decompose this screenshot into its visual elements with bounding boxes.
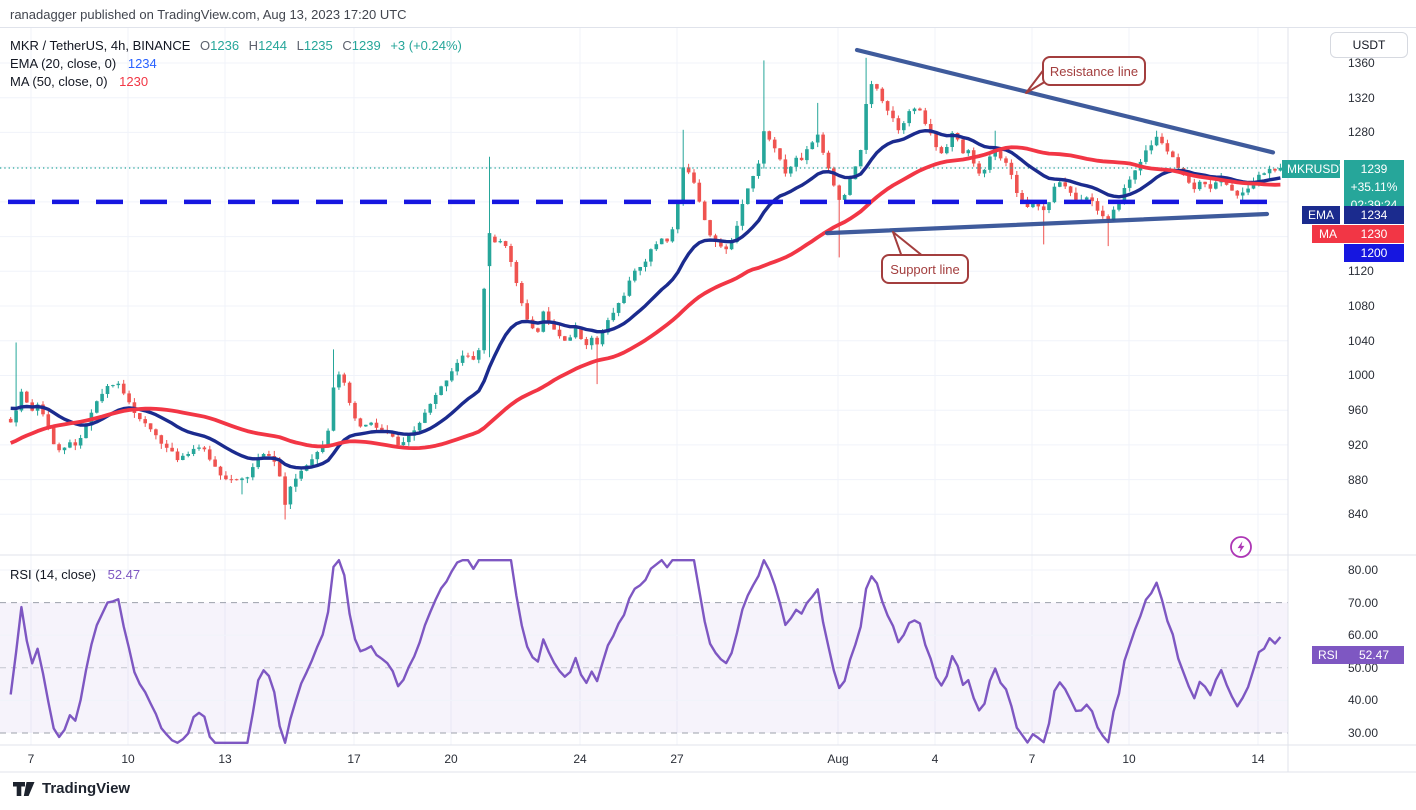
support-callout[interactable]: Support line xyxy=(881,254,969,284)
rsi-legend-row: RSI (14, close) 52.47 xyxy=(10,567,140,582)
symbol-legend-row: MKR / TetherUS, 4h, BINANCE O1236 H1244 … xyxy=(10,38,462,53)
ma-axis-badge: 1230 xyxy=(1344,225,1404,243)
change-percent: +35.11% xyxy=(1350,180,1398,194)
ohlc-open-key: O xyxy=(200,38,211,53)
rsi-axis-tag: RSI xyxy=(1312,646,1344,664)
time-axis-label: 13 xyxy=(218,752,232,766)
price-axis-label: 1320 xyxy=(1348,91,1375,105)
price-axis-label: 1360 xyxy=(1348,56,1375,70)
time-axis-label: 17 xyxy=(347,752,361,766)
symbol-title: MKR / TetherUS, 4h, BINANCE xyxy=(10,38,191,53)
ema-legend-row: EMA (20, close, 0) 1234 xyxy=(10,56,157,71)
chart-pane[interactable] xyxy=(0,28,1288,745)
rsi-value: 52.47 xyxy=(107,567,141,582)
ohlc-low-value: 1235 xyxy=(303,38,333,53)
change-value: +3 (+0.24%) xyxy=(390,38,462,53)
ema-value: 1234 xyxy=(127,56,157,71)
time-axis-label: 7 xyxy=(1028,752,1036,766)
rsi-axis-label: 60.00 xyxy=(1348,628,1379,642)
time-axis-label: 10 xyxy=(121,752,135,766)
resistance-callout[interactable]: Resistance line xyxy=(1042,56,1146,86)
ohlc-close-key: C xyxy=(342,38,352,53)
price-axis-label: 1120 xyxy=(1348,264,1374,278)
time-axis-label: 7 xyxy=(27,752,35,766)
ohlc-open-value: 1236 xyxy=(210,38,240,53)
publish-header: ranadagger published on TradingView.com,… xyxy=(10,7,407,22)
time-axis-label: 14 xyxy=(1251,752,1265,766)
currency-usdt-button[interactable]: USDT xyxy=(1330,32,1408,58)
price-axis-label: 1280 xyxy=(1348,125,1375,139)
rsi-axis-label: 80.00 xyxy=(1348,563,1379,577)
ohlc-close-value: 1239 xyxy=(351,38,381,53)
rsi-axis-label: 50.00 xyxy=(1348,661,1379,675)
time-axis-label: 20 xyxy=(444,752,458,766)
ema-axis-tag: EMA xyxy=(1302,206,1340,224)
rsi-axis-label: 30.00 xyxy=(1348,726,1379,740)
ma-value: 1230 xyxy=(119,74,149,89)
symbol-price-tag: MKRUSDT xyxy=(1282,160,1346,178)
ohlc-high-value: 1244 xyxy=(258,38,287,53)
time-axis-label: 10 xyxy=(1122,752,1136,766)
ema-label: EMA (20, close, 0) xyxy=(10,56,117,71)
ema-axis-badge: 1234 xyxy=(1344,206,1404,224)
tradingview-logo[interactable]: TradingView xyxy=(12,780,130,797)
ma-axis-tag: MA xyxy=(1312,225,1344,243)
rsi-axis-label: 40.00 xyxy=(1348,693,1379,707)
rsi-label: RSI (14, close) xyxy=(10,567,96,582)
tradingview-logo-icon xyxy=(13,781,35,796)
rsi-axis-label: 70.00 xyxy=(1348,596,1379,610)
time-axis-label: 4 xyxy=(931,752,939,766)
price-axis-label: 880 xyxy=(1348,473,1369,487)
ohlc-high-key: H xyxy=(248,38,259,53)
price-axis-label: 960 xyxy=(1348,403,1369,417)
price-axis-label: 1080 xyxy=(1348,299,1375,313)
price-axis-label: 840 xyxy=(1348,507,1369,521)
time-axis-label: 24 xyxy=(573,752,587,766)
last-price: 1239 xyxy=(1360,162,1388,176)
lightning-icon[interactable] xyxy=(1229,535,1253,559)
time-axis-label: Aug xyxy=(827,752,849,766)
rsi-axis-badge: 52.47 xyxy=(1344,646,1404,664)
price-axis-label: 920 xyxy=(1348,438,1369,452)
time-axis-label: 27 xyxy=(670,752,684,766)
price-axis-label: 1040 xyxy=(1348,334,1375,348)
tradingview-logo-text: TradingView xyxy=(42,780,131,797)
ma-label: MA (50, close, 0) xyxy=(10,74,108,89)
time-axis[interactable] xyxy=(0,745,1288,772)
ohlc-low-key: L xyxy=(296,38,304,53)
price-axis-label: 1000 xyxy=(1348,368,1375,382)
ma-legend-row: MA (50, close, 0) 1230 xyxy=(10,74,148,89)
level-1200-badge: 1200 xyxy=(1344,244,1404,262)
